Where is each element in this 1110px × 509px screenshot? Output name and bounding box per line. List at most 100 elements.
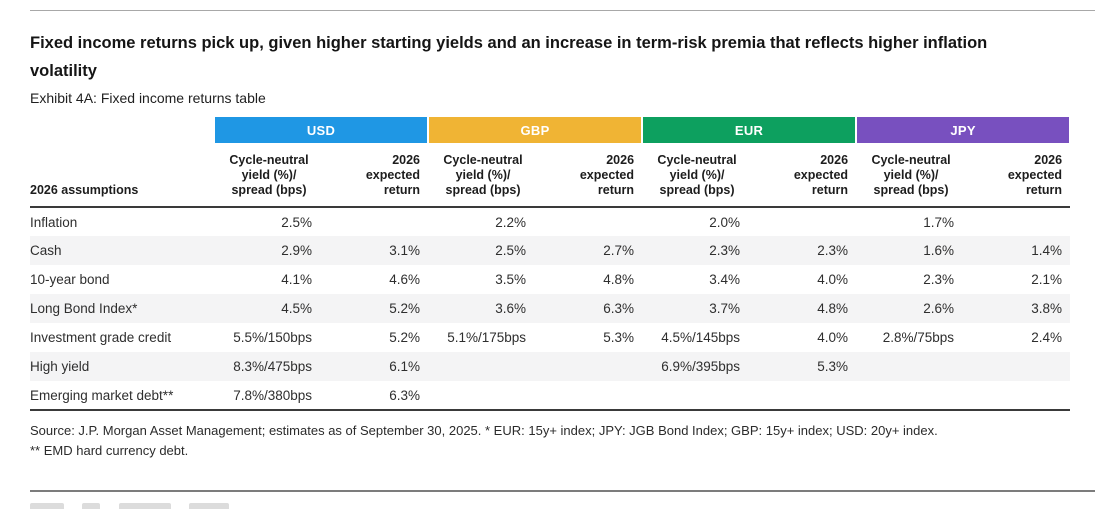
cell-yield: 1.6% [923, 243, 955, 258]
cell-yield: 4.5%/145bps [661, 330, 741, 345]
cell-return [538, 352, 642, 381]
cell-return: 4.8% [817, 301, 849, 316]
cell-return: 2.3% [817, 243, 849, 258]
table-row: Inflation 2.5% 2.2% 2.0% 1.7% [30, 207, 1070, 236]
cell-return [752, 381, 856, 410]
cell-yield: 6.9%/395bps [661, 359, 741, 374]
cell-yield: 7.8%/380bps [233, 387, 312, 403]
cell-yield: 5.5%/150bps [233, 330, 312, 345]
cell-yield [856, 381, 966, 410]
cell-return [538, 207, 642, 236]
cell-yield: 2.5% [495, 243, 527, 258]
cell-return: 6.3% [389, 387, 421, 403]
artifact-fragment [118, 503, 171, 509]
source-note-line2: ** EMD hard currency debt. [30, 443, 189, 458]
table-header: USD GBP EUR JPY 2026 assumptions Cycle-n… [30, 117, 1072, 207]
cell-return [966, 207, 1070, 236]
cell-yield: 2.5% [281, 214, 312, 230]
cell-yield: 2.2% [495, 214, 527, 230]
table-row: Cash 2.9% 3.1% 2.5% 2.7% 2.3% 2.3% 1.6% 1.4% [30, 236, 1071, 265]
currency-band-jpy: JPY [855, 117, 1072, 143]
cell-yield: 5.1%/175bps [447, 330, 527, 345]
row-label: Investment grade credit [30, 330, 172, 345]
artifact-fragment [82, 503, 101, 509]
cell-yield: 2.3% [709, 243, 741, 258]
cell-yield: 2.9% [281, 243, 312, 258]
table-row: 10-year bond 4.1% 4.6% 3.5% 4.8% 3.4% 4.0% 2.3%… [30, 265, 1070, 294]
cell-return: 5.2% [389, 301, 421, 316]
cell-return: 3.1% [389, 243, 421, 258]
cell-yield: 2.0% [709, 214, 741, 230]
cell-return [752, 207, 856, 236]
eur-return-header: 2026 expected return [793, 153, 849, 197]
top-rule [30, 10, 1095, 11]
row-label: Cash [30, 243, 62, 258]
source-note: Source: J.P. Morgan Asset Management; es… [30, 421, 1070, 461]
cell-return [966, 381, 1070, 410]
cell-return: 2.1% [1031, 272, 1063, 287]
cell-yield [856, 352, 966, 381]
cell-return: 3.8% [1031, 301, 1063, 316]
sub-header-row: 2026 assumptions Cycle-neutral yield (%)… [30, 143, 1070, 207]
cell-yield: 2.8%/75bps [882, 330, 955, 345]
bottom-rule [30, 490, 1095, 492]
cell-return: 2.7% [603, 243, 635, 258]
cell-yield: 2.6% [923, 301, 955, 316]
assumptions-header: 2026 assumptions [30, 183, 139, 197]
cell-yield: 3.5% [495, 272, 527, 287]
cell-return: 4.0% [817, 272, 849, 287]
cell-return [538, 381, 642, 410]
usd-return-header: 2026 expected return [365, 153, 421, 197]
currency-band-eur: EUR [641, 117, 858, 143]
cell-yield: 4.5% [281, 301, 312, 316]
cell-return: 6.1% [389, 359, 421, 374]
cell-yield: 8.3%/475bps [233, 359, 312, 374]
cell-yield [428, 381, 538, 410]
artifact-fragment [189, 503, 230, 509]
currency-band-gbp: GBP [427, 117, 644, 143]
cell-yield [428, 352, 538, 381]
cropped-text-artifact [30, 503, 290, 509]
table-body: Inflation 2.5% 2.2% 2.0% 1.7% Cash 2.9% 3.1% 2.5… [30, 207, 1071, 410]
cell-return [324, 207, 428, 236]
gbp-yield-header: Cycle-neutral yield (%)/ spread (bps) [443, 153, 523, 197]
cell-yield [642, 381, 752, 410]
page-title: Fixed income returns pick up, given high… [30, 34, 988, 80]
gbp-return-header: 2026 expected return [579, 153, 635, 197]
table-row: Long Bond Index* 4.5% 5.2% 3.6% 6.3% 3.7% 4.8%… [30, 294, 1071, 323]
cell-return: 4.6% [389, 272, 421, 287]
currency-band-row: USD GBP EUR JPY [30, 117, 1072, 143]
table-row: Emerging market debt** 7.8%/380bps 6.3% [30, 381, 1070, 410]
usd-yield-header: Cycle-neutral yield (%)/ spread (bps) [229, 153, 309, 197]
cell-return: 4.0% [817, 330, 849, 345]
cell-return: 1.4% [1031, 243, 1063, 258]
currency-band-usd: USD [212, 117, 430, 143]
band-spacer [30, 117, 214, 143]
jpy-return-header: 2026 expected return [1007, 153, 1063, 197]
fixed-income-table: USD GBP EUR JPY 2026 assumptions Cycle-n… [30, 117, 1072, 411]
row-label: 10-year bond [30, 272, 110, 287]
row-label: High yield [30, 359, 90, 374]
cell-return: 5.2% [389, 330, 421, 345]
cell-yield: 4.1% [281, 272, 312, 287]
cell-return: 5.3% [603, 330, 635, 345]
artifact-fragment [30, 503, 64, 509]
row-label: Emerging market debt** [30, 387, 174, 403]
cell-yield: 1.7% [923, 214, 955, 230]
exhibit-label: Exhibit 4A: Fixed income returns table [30, 90, 266, 106]
cell-yield: 3.7% [709, 301, 741, 316]
cell-return: 5.3% [817, 359, 849, 374]
table-row: Investment grade credit 5.5%/150bps 5.2% 5.… [30, 323, 1070, 352]
source-note-line1: Source: J.P. Morgan Asset Management; es… [30, 423, 938, 438]
eur-yield-header: Cycle-neutral yield (%)/ spread (bps) [657, 153, 737, 197]
cell-yield: 2.3% [923, 272, 955, 287]
cell-yield: 3.6% [495, 301, 527, 316]
cell-return: 2.4% [1031, 330, 1063, 345]
cell-return: 4.8% [603, 272, 635, 287]
row-label: Inflation [30, 214, 78, 230]
cell-return: 6.3% [603, 301, 635, 316]
cell-yield: 3.4% [709, 272, 741, 287]
cell-return [966, 352, 1070, 381]
jpy-yield-header: Cycle-neutral yield (%)/ spread (bps) [871, 153, 951, 197]
